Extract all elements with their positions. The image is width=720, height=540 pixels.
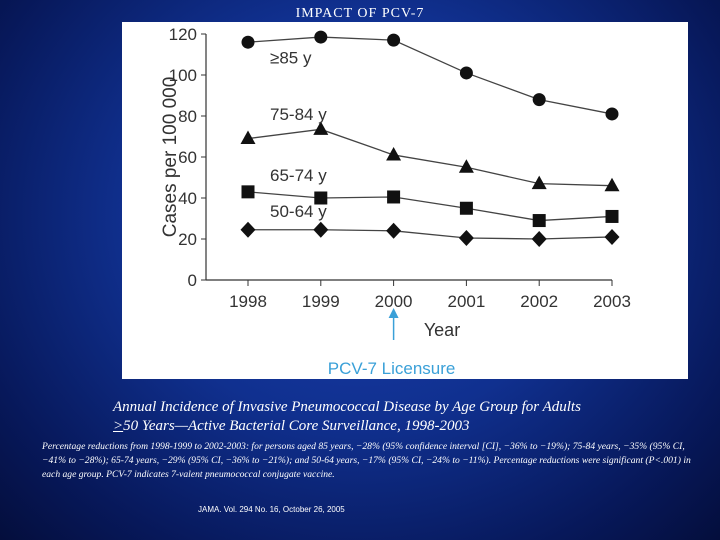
series-label: 65-74 y: [270, 166, 327, 185]
triangle-marker: [240, 130, 256, 145]
slide-title: IMPACT OF PCV-7: [295, 6, 425, 21]
y-tick-label: 120: [169, 25, 197, 44]
square-marker: [605, 209, 619, 223]
series-line: [247, 128, 613, 187]
series-label: 75-84 y: [270, 105, 327, 124]
y-axis-label: Cases per 100 000: [160, 77, 181, 238]
triangle-marker: [313, 121, 329, 135]
diamond-marker: [604, 228, 620, 245]
square-marker: [387, 190, 401, 204]
x-tick-label: 1999: [302, 292, 340, 311]
series-label: 50-64 y: [270, 202, 327, 221]
diamond-marker: [386, 222, 402, 239]
square-marker: [532, 214, 546, 228]
diamond-marker: [458, 229, 474, 246]
x-tick-label: 1998: [229, 292, 267, 311]
caption-line2: 50 Years—Active Bacterial Core Surveilla…: [123, 418, 470, 434]
annotation-label: PCV-7 Licensure: [328, 359, 456, 378]
y-tick-label: 20: [178, 230, 197, 249]
x-axis-label: Year: [424, 320, 460, 340]
x-tick-label: 2001: [447, 292, 485, 311]
circle-marker: [314, 30, 328, 44]
y-tick-label: 0: [188, 271, 197, 290]
series-label: ≥85 y: [270, 49, 312, 68]
diamond-marker: [240, 221, 256, 238]
series-1: [240, 121, 620, 192]
square-marker: [459, 201, 473, 215]
circle-marker: [241, 35, 255, 49]
caption-detail: Percentage reductions from 1998-1999 to …: [42, 441, 691, 480]
annotation-arrow-head: [388, 308, 399, 318]
axes: 0 20 40 60 80 100 120 1998 1999 2000 2001 2002 2003 Y…: [160, 25, 631, 340]
triangle-marker: [386, 146, 402, 161]
x-tick-label: 2003: [593, 292, 631, 311]
y-tick-label: 40: [178, 189, 197, 208]
series-layer: [240, 30, 620, 247]
diamond-marker: [531, 231, 547, 247]
triangle-marker: [604, 177, 620, 192]
x-tick-label: 2000: [375, 292, 413, 311]
citation: JAMA. Vol. 294 No. 16, October 26, 2005: [198, 505, 345, 514]
chart-panel: 0 20 40 60 80 100 120 1998 1999 2000 2001 2002 2003 Y…: [122, 22, 688, 379]
triangle-marker: [531, 175, 547, 190]
series-2: [241, 185, 619, 228]
incidence-line-chart: 0 20 40 60 80 100 120 1998 1999 2000 2001 2002 2003 Y…: [160, 25, 631, 378]
caption-line1: Annual Incidence of Invasive Pneumococca…: [113, 399, 581, 415]
x-tick-label: 2002: [520, 292, 558, 311]
series-0: [241, 30, 619, 121]
circle-marker: [532, 93, 546, 107]
y-tick-label: 60: [178, 148, 197, 167]
series-line: [248, 229, 613, 240]
series-line: [247, 36, 613, 115]
triangle-marker: [458, 159, 474, 173]
labels-layer: ≥85 y 75-84 y 65-74 y 50-64 y PCV-7 Licensur…: [270, 49, 455, 378]
circle-marker: [387, 33, 401, 47]
y-tick-label: 80: [178, 107, 197, 126]
square-marker: [241, 185, 255, 199]
square-marker: [314, 191, 328, 205]
caption-gte-symbol: >: [113, 418, 124, 434]
y-tick-label: 100: [169, 66, 197, 85]
series-3: [240, 221, 620, 247]
series-line: [247, 191, 613, 222]
chart-caption: Annual Incidence of Invasive Pneumococca…: [113, 398, 713, 436]
circle-marker: [605, 107, 619, 121]
circle-marker: [459, 66, 473, 80]
diamond-marker: [313, 221, 329, 238]
